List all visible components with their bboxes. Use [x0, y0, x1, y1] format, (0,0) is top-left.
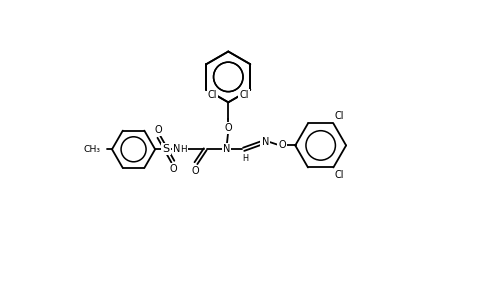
Text: N: N [173, 144, 181, 154]
Text: Cl: Cl [239, 90, 249, 101]
Text: O: O [224, 123, 232, 133]
Text: H: H [242, 154, 248, 163]
Text: O: O [191, 166, 199, 176]
Text: O: O [278, 141, 286, 150]
Text: Cl: Cl [334, 111, 343, 121]
Text: S: S [162, 144, 169, 154]
Text: N: N [223, 144, 230, 154]
Text: CH₃: CH₃ [84, 145, 100, 154]
Text: O: O [170, 164, 178, 174]
Text: O: O [154, 125, 162, 135]
Text: N: N [262, 137, 269, 147]
Text: Cl: Cl [334, 170, 343, 180]
Text: H: H [180, 145, 187, 154]
Text: Cl: Cl [208, 90, 217, 101]
